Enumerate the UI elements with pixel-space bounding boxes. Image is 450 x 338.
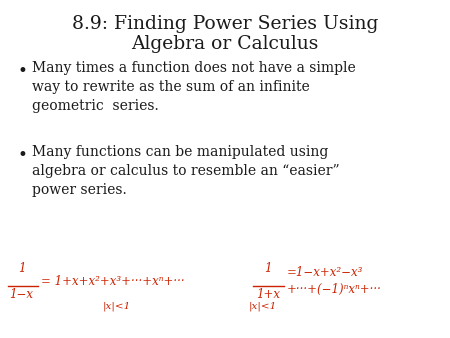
Text: |x|<1: |x|<1 (103, 301, 131, 311)
Text: Algebra or Calculus: Algebra or Calculus (131, 35, 319, 53)
Text: 1: 1 (264, 263, 271, 275)
Text: |x|<1: |x|<1 (249, 301, 277, 311)
Text: •: • (17, 147, 27, 164)
Text: 1+x: 1+x (256, 288, 280, 301)
Text: =1−x+x²−x³: =1−x+x²−x³ (287, 266, 364, 279)
Text: +···+(−1)ⁿxⁿ+···: +···+(−1)ⁿxⁿ+··· (287, 283, 382, 296)
Text: = 1+x+x²+x³+···+xⁿ+···: = 1+x+x²+x³+···+xⁿ+··· (41, 275, 185, 288)
Text: •: • (17, 63, 27, 79)
Text: Many functions can be manipulated using
algebra or calculus to resemble an “easi: Many functions can be manipulated using … (32, 145, 340, 197)
Text: Many times a function does not have a simple
way to rewrite as the sum of an inf: Many times a function does not have a si… (32, 61, 356, 113)
Text: 1−x: 1−x (9, 288, 34, 301)
Text: 1: 1 (18, 263, 25, 275)
Text: 8.9: Finding Power Series Using: 8.9: Finding Power Series Using (72, 15, 378, 33)
